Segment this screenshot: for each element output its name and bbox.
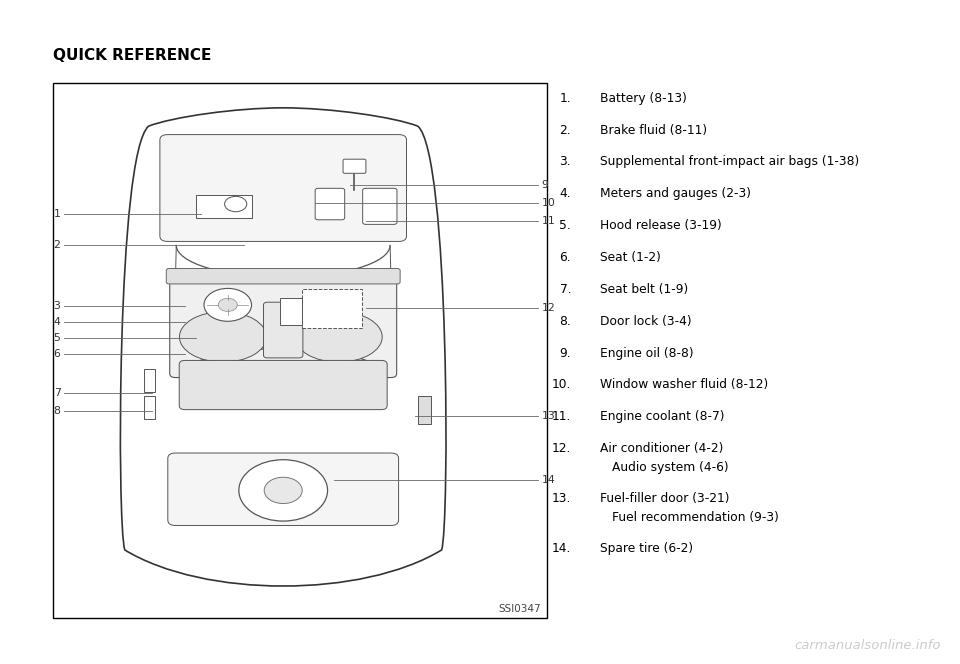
FancyBboxPatch shape [170, 274, 396, 378]
Text: Spare tire (6-2): Spare tire (6-2) [600, 542, 693, 555]
Text: 14: 14 [541, 475, 555, 485]
Text: 10.: 10. [552, 378, 571, 392]
FancyBboxPatch shape [263, 302, 302, 358]
Text: Door lock (3-4): Door lock (3-4) [600, 315, 691, 328]
Text: Engine coolant (8-7): Engine coolant (8-7) [600, 410, 725, 424]
Text: 5.: 5. [560, 219, 571, 232]
Bar [196, 195, 252, 218]
Text: 11: 11 [541, 216, 555, 226]
Text: 13.: 13. [552, 492, 571, 505]
Ellipse shape [295, 311, 382, 362]
Text: Supplemental front-impact air bags (1-38): Supplemental front-impact air bags (1-38… [600, 155, 859, 169]
Bar [53, 83, 547, 618]
Text: 14.: 14. [552, 542, 571, 555]
Text: 1.: 1. [560, 92, 571, 105]
Text: Fuel recommendation (9-3): Fuel recommendation (9-3) [612, 511, 779, 524]
Text: 7.: 7. [560, 283, 571, 296]
Text: Audio system (4-6): Audio system (4-6) [612, 461, 728, 474]
Circle shape [225, 197, 247, 212]
Text: Window washer fluid (8-12): Window washer fluid (8-12) [600, 378, 768, 392]
Text: 3: 3 [54, 301, 60, 311]
Ellipse shape [180, 311, 267, 362]
Text: Hood release (3-19): Hood release (3-19) [600, 219, 722, 232]
Text: 12: 12 [541, 303, 555, 313]
Text: Meters and gauges (2-3): Meters and gauges (2-3) [600, 187, 751, 201]
Text: Engine oil (8-8): Engine oil (8-8) [600, 347, 694, 360]
Text: 2.: 2. [560, 124, 571, 137]
FancyBboxPatch shape [166, 268, 400, 284]
Bar [280, 298, 302, 325]
Text: SSI0347: SSI0347 [499, 604, 541, 614]
Circle shape [264, 477, 302, 503]
Text: 8.: 8. [560, 315, 571, 328]
PathPatch shape [120, 108, 446, 586]
Text: 5: 5 [54, 333, 60, 343]
Text: Air conditioner (4-2): Air conditioner (4-2) [600, 442, 724, 456]
Text: 8: 8 [54, 406, 60, 416]
Bar [144, 396, 155, 420]
FancyBboxPatch shape [168, 453, 398, 525]
Text: Seat (1-2): Seat (1-2) [600, 251, 660, 264]
Text: 4: 4 [54, 317, 60, 327]
Circle shape [239, 459, 327, 521]
Text: 2: 2 [54, 240, 60, 250]
FancyBboxPatch shape [315, 189, 345, 220]
Text: Fuel-filler door (3-21): Fuel-filler door (3-21) [600, 492, 730, 505]
Text: carmanualsonline.info: carmanualsonline.info [794, 639, 941, 652]
Text: Seat belt (1-9): Seat belt (1-9) [600, 283, 688, 296]
Text: 6.: 6. [560, 251, 571, 264]
Text: Battery (8-13): Battery (8-13) [600, 92, 686, 105]
Text: 1: 1 [54, 209, 60, 219]
Text: 13: 13 [541, 411, 555, 421]
Text: 12.: 12. [552, 442, 571, 456]
Text: Brake fluid (8-11): Brake fluid (8-11) [600, 124, 708, 137]
FancyBboxPatch shape [363, 189, 397, 224]
Text: 11.: 11. [552, 410, 571, 424]
Text: 6: 6 [54, 349, 60, 359]
Text: 7: 7 [54, 388, 60, 398]
Bar [302, 289, 362, 328]
FancyBboxPatch shape [160, 135, 406, 242]
Text: 3.: 3. [560, 155, 571, 169]
Text: QUICK REFERENCE: QUICK REFERENCE [53, 48, 211, 63]
Circle shape [204, 288, 252, 321]
FancyBboxPatch shape [343, 159, 366, 173]
Bar [418, 396, 430, 424]
Text: 4.: 4. [560, 187, 571, 201]
FancyBboxPatch shape [180, 361, 387, 410]
Text: 9: 9 [541, 179, 548, 190]
Text: 10: 10 [541, 198, 555, 208]
Text: 9.: 9. [560, 347, 571, 360]
Bar [144, 369, 155, 392]
Circle shape [218, 298, 237, 311]
